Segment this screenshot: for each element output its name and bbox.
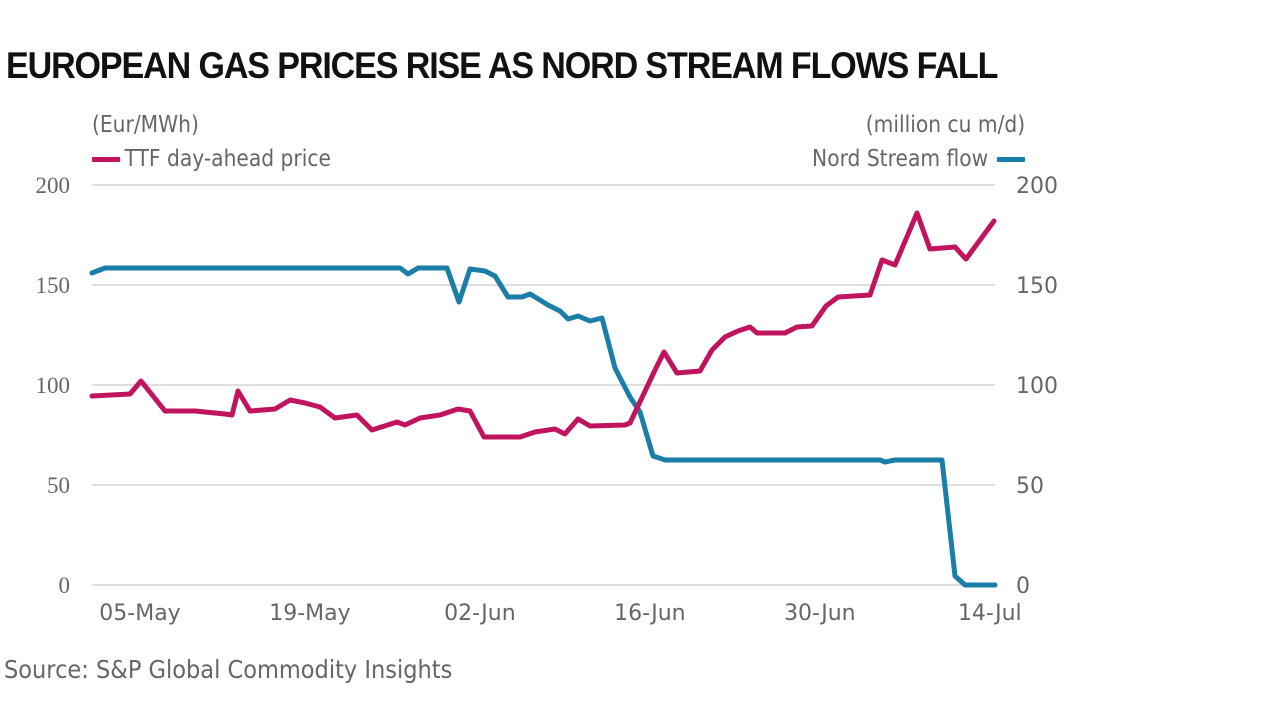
x-tick-label: 02-Jun bbox=[444, 601, 516, 626]
gridlines bbox=[92, 184, 995, 586]
right-axis-unit-label: (million cu m/d) bbox=[865, 112, 1025, 138]
nord-stream-flow-line bbox=[89, 265, 998, 588]
legend-item-nord-stream-flow: Nord Stream flow bbox=[812, 146, 1025, 172]
x-axis: 05-May 19-May 02-Jun 16-Jun 30-Jun 14-Jul bbox=[99, 601, 1021, 626]
right-y-tick-label: 200 bbox=[1016, 174, 1058, 199]
x-tick-label: 30-Jun bbox=[784, 601, 856, 626]
left-y-tick-label: 50 bbox=[47, 473, 70, 498]
right-y-tick-label: 100 bbox=[1016, 374, 1058, 399]
legend-label-ttf-price: TTF day-ahead price bbox=[124, 146, 331, 172]
left-y-tick-label: 100 bbox=[36, 373, 71, 398]
left-y-tick-label: 200 bbox=[36, 173, 71, 198]
right-y-axis: 0 50 100 150 200 bbox=[1016, 174, 1058, 599]
x-tick-label: 14-Jul bbox=[958, 601, 1022, 626]
left-axis-unit-label: (Eur/MWh) bbox=[92, 112, 199, 138]
left-y-tick-label: 0 bbox=[59, 573, 71, 598]
right-y-tick-label: 50 bbox=[1016, 474, 1044, 499]
source-note: Source: S&P Global Commodity Insights bbox=[4, 655, 453, 684]
left-y-axis: 0 50 100 150 200 bbox=[36, 173, 71, 598]
x-tick-label: 05-May bbox=[99, 601, 180, 626]
x-tick-label: 19-May bbox=[269, 601, 350, 626]
series-lines bbox=[89, 210, 998, 588]
ttf-day-ahead-price-line bbox=[89, 210, 997, 440]
legend-swatch-ttf-price bbox=[92, 156, 121, 162]
legend-label-nord-stream-flow: Nord Stream flow bbox=[811, 146, 989, 172]
x-tick-label: 16-Jun bbox=[614, 601, 686, 626]
legend-swatch-nord-stream-flow bbox=[996, 156, 1025, 162]
right-y-tick-label: 0 bbox=[1016, 574, 1030, 599]
legend-item-ttf-price: TTF day-ahead price bbox=[92, 146, 331, 172]
left-y-tick-label: 150 bbox=[36, 273, 71, 298]
chart-title: EUROPEAN GAS PRICES RISE AS NORD STREAM … bbox=[6, 45, 998, 86]
right-y-tick-label: 150 bbox=[1016, 274, 1058, 299]
